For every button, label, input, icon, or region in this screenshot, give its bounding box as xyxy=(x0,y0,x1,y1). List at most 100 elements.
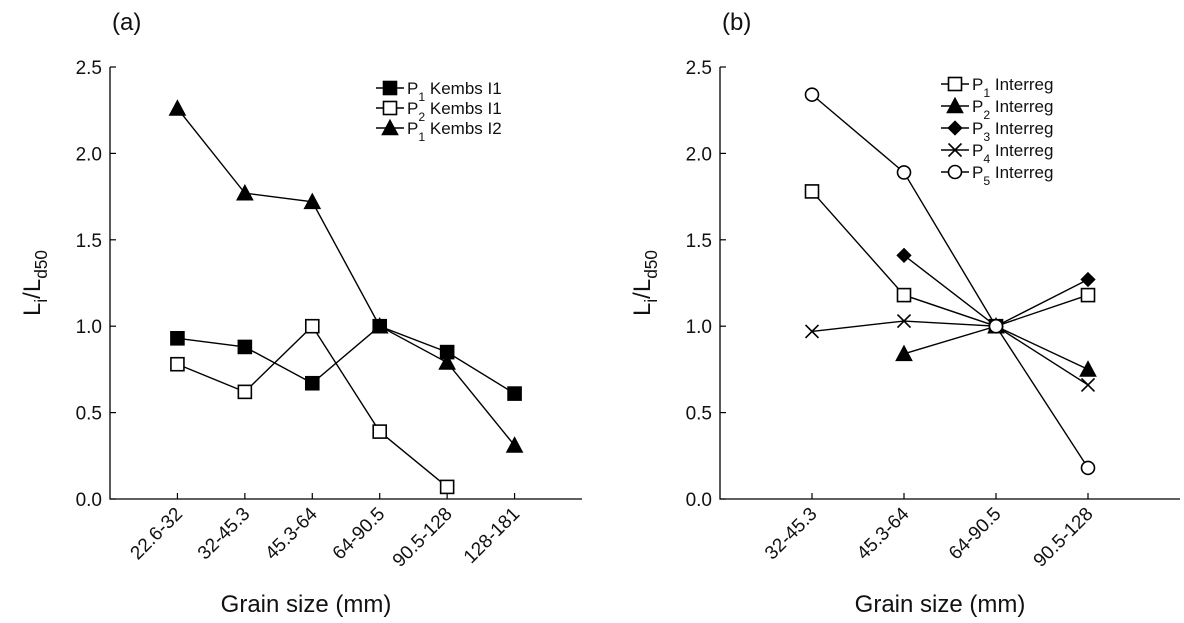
legend-label: P3 Interreg xyxy=(972,119,1053,144)
text-part: Kembs I1 xyxy=(425,79,502,98)
marker xyxy=(947,76,963,92)
marker xyxy=(947,142,963,158)
legend-label: P1 Interreg xyxy=(972,75,1053,100)
marker xyxy=(946,96,964,114)
y-tick-label: 2.5 xyxy=(686,58,712,79)
y-tick-label: 2.0 xyxy=(76,144,102,165)
marker xyxy=(304,318,320,334)
marker xyxy=(804,184,820,199)
text-part: P xyxy=(407,79,418,98)
text-part: 1 xyxy=(418,130,425,144)
x-tick-label: 32-45.3 xyxy=(194,504,254,564)
series-line xyxy=(903,254,1089,328)
x-tick-label: 64-90.5 xyxy=(329,504,389,564)
marker xyxy=(505,436,524,453)
legend-label: P1 Kembs I2 xyxy=(407,119,502,144)
text-part: L xyxy=(629,303,656,316)
x-tick-label: 45.3-64 xyxy=(261,503,322,564)
marker xyxy=(896,165,912,180)
marker xyxy=(304,375,320,391)
text-part: P xyxy=(972,141,983,160)
text-part: Interreg xyxy=(990,97,1053,116)
y-tick-label: 0.0 xyxy=(76,490,102,511)
x-tick-label: 64-90.5 xyxy=(945,504,1005,564)
marker xyxy=(988,318,1004,334)
text-part: 4 xyxy=(983,152,990,166)
series-line xyxy=(176,108,516,446)
marker xyxy=(804,324,820,339)
y-tick-label: 0.5 xyxy=(76,404,102,425)
text-part: P xyxy=(972,119,983,138)
text-part: P xyxy=(972,97,983,116)
x-tick-label: 128-181 xyxy=(460,504,524,568)
text-part: P xyxy=(972,163,983,182)
text-part: d50 xyxy=(31,250,51,279)
x-tick-label: 45.3-64 xyxy=(853,503,914,564)
series-line xyxy=(811,94,1089,469)
text-part: d50 xyxy=(641,250,661,279)
marker xyxy=(236,183,254,201)
y-tick-label: 0.5 xyxy=(686,404,712,425)
text-part: 3 xyxy=(983,130,990,144)
text-part: 5 xyxy=(983,174,990,188)
marker xyxy=(438,353,456,370)
marker xyxy=(237,384,253,400)
x-tick-label: 32-45.3 xyxy=(761,504,821,564)
marker xyxy=(303,192,322,210)
text-part: Interreg xyxy=(990,75,1053,94)
marker xyxy=(1080,271,1096,288)
marker xyxy=(170,356,185,372)
legend-label: P1 Kembs I1 xyxy=(407,79,502,104)
panel-label: (a) xyxy=(112,9,141,36)
y-tick-label: 2.5 xyxy=(76,58,102,79)
marker xyxy=(1079,360,1097,377)
marker xyxy=(382,100,398,116)
text-part: P xyxy=(972,75,983,94)
y-tick-label: 1.0 xyxy=(76,317,102,338)
marker xyxy=(1080,460,1096,476)
text-part: 2 xyxy=(983,108,990,122)
marker xyxy=(896,247,912,263)
series-line xyxy=(177,325,515,395)
x-tick-label: 90.5-128 xyxy=(389,504,457,572)
y-tick-label: 0.0 xyxy=(686,490,712,511)
marker xyxy=(382,80,398,96)
text-part: L xyxy=(19,303,46,316)
text-part: i xyxy=(31,299,51,303)
text-part: 1 xyxy=(983,86,990,100)
y-tick-label: 1.0 xyxy=(686,317,712,338)
marker xyxy=(947,120,963,136)
legend-label: P5 Interreg xyxy=(972,163,1053,188)
x-axis-label: Grain size (mm) xyxy=(221,591,392,618)
text-part: i xyxy=(641,299,661,303)
marker xyxy=(370,317,389,334)
series-line xyxy=(177,325,448,488)
marker xyxy=(896,287,912,303)
y-axis-label: Li/Ld50 xyxy=(629,250,661,316)
text-part: P xyxy=(407,119,418,138)
marker xyxy=(170,330,185,346)
text-part: Interreg xyxy=(990,119,1053,138)
marker xyxy=(439,479,455,495)
marker xyxy=(947,164,963,180)
x-tick-label: 22.6-32 xyxy=(127,504,187,564)
series-line xyxy=(811,190,1089,327)
x-tick-label: 90.5-128 xyxy=(1030,504,1098,572)
y-axis-label: Li/Ld50 xyxy=(19,250,51,316)
y-tick-label: 1.5 xyxy=(76,231,102,252)
legend-label: P2 Interreg xyxy=(972,97,1053,122)
x-axis-label: Grain size (mm) xyxy=(855,591,1026,618)
marker xyxy=(896,313,912,329)
text-part: Interreg xyxy=(990,163,1053,182)
marker xyxy=(1080,287,1096,303)
marker xyxy=(372,424,388,439)
marker xyxy=(895,344,913,362)
marker xyxy=(804,87,820,102)
text-part: 1 xyxy=(418,90,425,104)
y-tick-label: 2.0 xyxy=(686,144,712,165)
legend-label: P4 Interreg xyxy=(972,141,1053,166)
text-part: Kembs I1 xyxy=(425,99,502,118)
text-part: Kembs I2 xyxy=(425,119,502,138)
text-part: P xyxy=(407,99,418,118)
